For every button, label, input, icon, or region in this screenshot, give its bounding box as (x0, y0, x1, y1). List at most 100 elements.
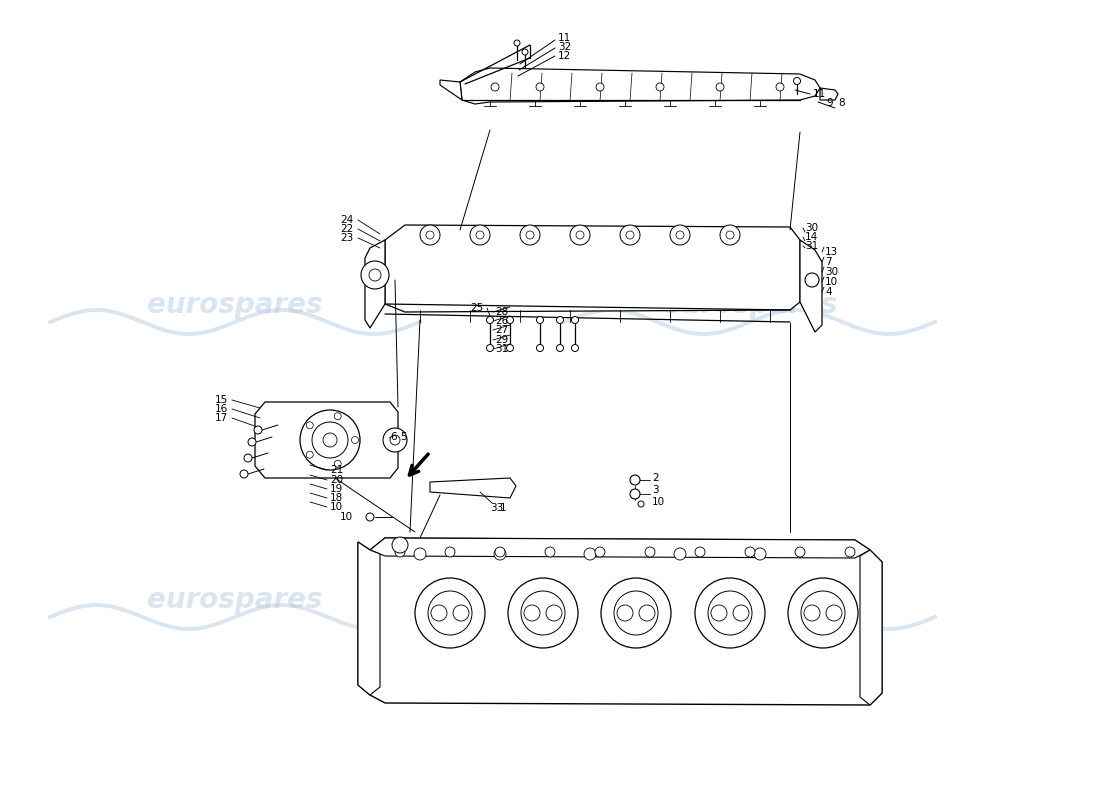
Text: 16: 16 (214, 404, 229, 414)
Circle shape (244, 454, 252, 462)
Circle shape (601, 578, 671, 648)
Circle shape (306, 422, 313, 429)
Circle shape (366, 513, 374, 521)
Circle shape (494, 548, 506, 560)
Circle shape (595, 547, 605, 557)
Text: 28: 28 (495, 307, 508, 317)
Circle shape (620, 225, 640, 245)
Circle shape (711, 605, 727, 621)
Circle shape (754, 548, 766, 560)
Text: 14: 14 (805, 232, 818, 242)
Circle shape (486, 317, 494, 323)
Circle shape (520, 225, 540, 245)
Circle shape (630, 475, 640, 485)
Circle shape (716, 83, 724, 91)
Text: 10: 10 (340, 512, 353, 522)
Circle shape (248, 438, 256, 446)
Text: 4: 4 (825, 287, 832, 297)
Circle shape (536, 83, 544, 91)
Text: 29: 29 (495, 335, 508, 345)
Circle shape (491, 83, 499, 91)
Circle shape (845, 547, 855, 557)
Text: 10: 10 (825, 277, 838, 287)
Circle shape (537, 317, 543, 323)
Circle shape (390, 435, 400, 445)
Text: 12: 12 (558, 51, 571, 61)
Circle shape (300, 410, 360, 470)
Circle shape (720, 225, 740, 245)
Text: eurospares: eurospares (147, 586, 322, 614)
Circle shape (626, 231, 634, 239)
Circle shape (546, 605, 562, 621)
Polygon shape (430, 478, 516, 498)
Text: 31: 31 (805, 241, 818, 251)
Text: 24: 24 (340, 215, 353, 225)
Polygon shape (255, 402, 398, 478)
Text: 1: 1 (500, 503, 507, 513)
Circle shape (557, 317, 563, 323)
Polygon shape (860, 550, 882, 705)
Circle shape (526, 231, 534, 239)
Circle shape (486, 345, 494, 351)
Circle shape (805, 273, 820, 287)
Circle shape (470, 225, 490, 245)
Circle shape (557, 345, 563, 351)
Circle shape (506, 317, 514, 323)
Text: 32: 32 (558, 42, 571, 52)
Text: 27: 27 (495, 325, 508, 335)
Circle shape (795, 547, 805, 557)
Polygon shape (800, 240, 822, 332)
Text: 23: 23 (340, 233, 353, 243)
Circle shape (240, 470, 248, 478)
Text: eurospares: eurospares (662, 586, 838, 614)
Circle shape (453, 605, 469, 621)
Circle shape (392, 537, 408, 553)
Polygon shape (358, 538, 882, 705)
Circle shape (426, 231, 434, 239)
Circle shape (670, 225, 690, 245)
Circle shape (617, 605, 632, 621)
Circle shape (745, 547, 755, 557)
Text: 25: 25 (470, 303, 483, 313)
Circle shape (383, 428, 407, 452)
Circle shape (638, 501, 644, 507)
Circle shape (788, 578, 858, 648)
Circle shape (676, 231, 684, 239)
Text: 33: 33 (490, 503, 504, 513)
Circle shape (254, 426, 262, 434)
Text: 31: 31 (495, 344, 508, 354)
Circle shape (323, 433, 337, 447)
Circle shape (793, 78, 801, 85)
Circle shape (361, 261, 389, 289)
Polygon shape (460, 68, 820, 104)
Text: 20: 20 (330, 475, 343, 485)
Circle shape (428, 591, 472, 635)
Text: 10: 10 (652, 497, 666, 507)
Circle shape (420, 225, 440, 245)
Text: 15: 15 (214, 395, 229, 405)
Circle shape (656, 83, 664, 91)
Text: 2: 2 (652, 473, 659, 483)
Circle shape (521, 591, 565, 635)
Circle shape (804, 605, 820, 621)
Circle shape (576, 231, 584, 239)
Circle shape (572, 317, 579, 323)
Circle shape (334, 413, 341, 420)
Circle shape (826, 605, 842, 621)
Polygon shape (358, 542, 379, 695)
Circle shape (630, 489, 640, 499)
Text: 5: 5 (400, 432, 407, 442)
Circle shape (506, 345, 514, 351)
Text: 30: 30 (805, 223, 818, 233)
Circle shape (446, 547, 455, 557)
Text: 17: 17 (214, 413, 229, 423)
Circle shape (674, 548, 686, 560)
Circle shape (514, 40, 520, 46)
Text: 9: 9 (826, 98, 833, 108)
Polygon shape (820, 88, 838, 100)
Text: 11: 11 (813, 89, 826, 99)
Circle shape (584, 548, 596, 560)
Circle shape (508, 578, 578, 648)
Circle shape (572, 345, 579, 351)
Circle shape (726, 231, 734, 239)
